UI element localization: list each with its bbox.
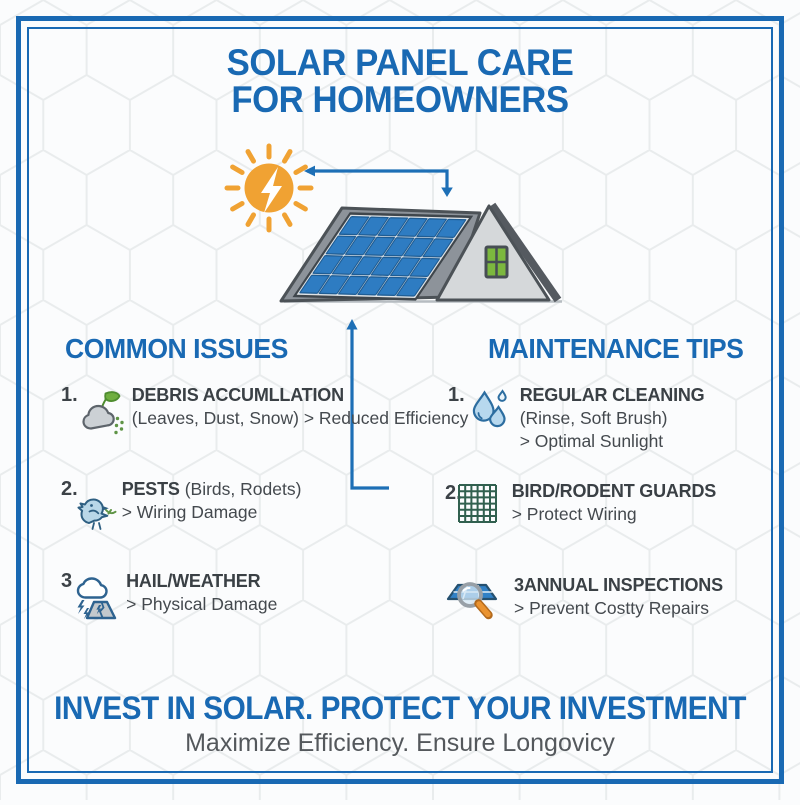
issue-text: PESTS (Birds, Rodets) > Wiring Damage (122, 478, 302, 524)
sun-bolt-icon (224, 143, 314, 233)
storm-cloud-icon (73, 576, 119, 624)
water-drops-icon (469, 388, 511, 438)
issue-number: 3 (61, 570, 73, 592)
window-icon (484, 245, 509, 279)
tip-number: 2. (445, 482, 462, 504)
roof-edge-band (488, 202, 562, 303)
bird-icon (77, 492, 117, 534)
issue-title: HAIL/WEATHER (126, 571, 261, 591)
issue-title: DEBRIS ACCUMLLATION (131, 385, 344, 405)
tip-number: 1. (448, 384, 465, 406)
footer-subline: Maximize Efficiency. Ensure Longovicy (185, 729, 615, 757)
tip-text: BIRD/RODENT GUARDS > Protect Wiring (511, 480, 717, 526)
tip-number-inline: 3 (514, 575, 524, 595)
leaf-debris-icon (81, 390, 125, 436)
issue-number: 1. (61, 384, 78, 406)
panel-magnifier-icon (445, 576, 503, 624)
common-issues-heading: COMMON ISSUES (65, 333, 288, 364)
tip-text: 3ANNUAL INSPECTIONS > Prevent Costty Rep… (514, 574, 723, 620)
page-title: SOLAR PANEL CARE FOR HOMEOWNERS (24, 44, 776, 118)
footer-headline: INVEST IN SOLAR. PROTECT YOUR INVESTMENT (54, 690, 746, 726)
issue-item-weather: 3 HAIL/WEATHER > Physical Damage (61, 570, 277, 624)
page-title-line1: SOLAR PANEL CARE (226, 42, 574, 83)
tip-item-inspections: 3ANNUAL INSPECTIONS > Prevent Costty Rep… (445, 574, 723, 624)
issue-item-debris: 1. DEBRIS ACCUMLLATION (Leaves, Dust, Sn… (61, 384, 468, 436)
tip-line: > Protect Wiring (511, 504, 637, 524)
tip-item-guards: 2. BIRD/RODENT GUARDS > Protect Wiring (445, 480, 716, 526)
tip-title: REGULAR CLEANING (519, 385, 705, 405)
issue-number: 2. (61, 478, 78, 500)
tip-item-cleaning: 1. REGULAR CLEANING (Rinse, Soft Brush) … (448, 384, 705, 453)
issue-title-suffix: (Birds, Rodets) (184, 479, 302, 499)
issue-title: PESTS (121, 479, 180, 499)
tip-line: (Rinse, Soft Brush) (519, 408, 668, 428)
issue-line: > Physical Damage (126, 594, 278, 614)
issue-line: (Leaves, Dust, Snow) > Reduced Efficienc… (131, 408, 469, 428)
tip-text: REGULAR CLEANING (Rinse, Soft Brush) > O… (520, 384, 705, 453)
maintenance-tips-heading: MAINTENANCE TIPS (488, 333, 744, 364)
mesh-guard-icon (454, 480, 500, 526)
issue-text: HAIL/WEATHER > Physical Damage (126, 570, 277, 616)
issue-item-pests: 2. PESTS (Birds, Rodets) > Wiring Damage (61, 478, 301, 534)
issue-line: > Wiring Damage (121, 502, 258, 522)
tip-title: ANNUAL INSPECTIONS (523, 575, 723, 595)
energy-arrow-icon (304, 165, 453, 197)
solar-panel-array-icon (292, 212, 474, 301)
roof-arrow-icon (346, 319, 389, 490)
tip-title: BIRD/RODENT GUARDS (511, 481, 717, 501)
tip-line: > Prevent Costty Repairs (514, 598, 710, 618)
issue-text: DEBRIS ACCUMLLATION (Leaves, Dust, Snow)… (132, 384, 469, 430)
solar-house-illustration (224, 143, 562, 303)
page-title-line2: FOR HOMEOWNERS (231, 79, 569, 120)
tip-line: > Optimal Sunlight (519, 431, 664, 451)
